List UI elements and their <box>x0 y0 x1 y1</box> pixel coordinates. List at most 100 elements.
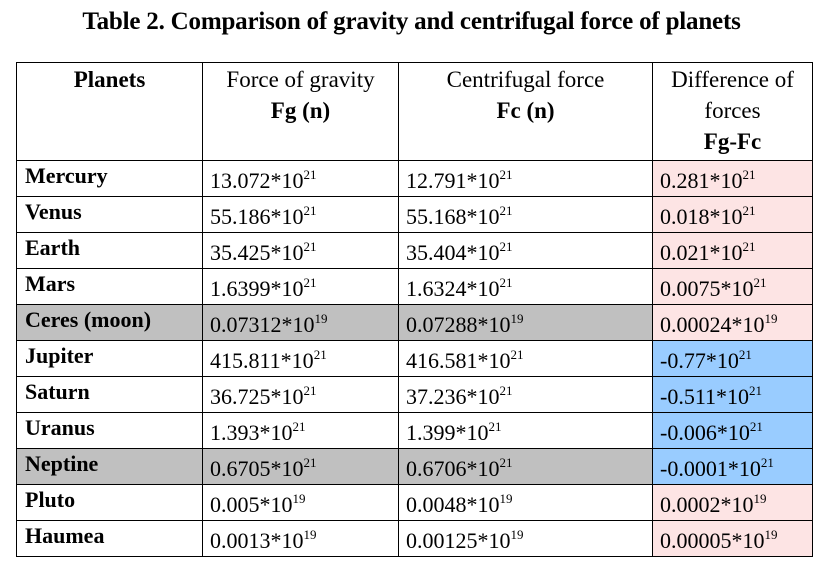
gravity-value: 55.186*10 <box>210 204 304 229</box>
centrifugal-exponent: 21 <box>499 455 513 470</box>
header-difference-line3: Fg-Fc <box>703 129 762 154</box>
centrifugal-value: 35.404*10 <box>406 240 500 265</box>
gravity-exponent: 21 <box>303 275 317 290</box>
difference-value: 0.018*10 <box>660 204 743 229</box>
centrifugal-exponent: 21 <box>499 167 513 182</box>
planet-name-cell: Saturn <box>16 376 203 413</box>
gravity-cell: 36.725*1021 <box>202 376 399 413</box>
gravity-value: 1.6399*10 <box>210 276 304 301</box>
centrifugal-cell: 0.07288*1019 <box>398 304 653 341</box>
gravity-value: 0.005*10 <box>210 492 293 517</box>
difference-value: 0.281*10 <box>660 168 743 193</box>
centrifugal-exponent: 19 <box>499 491 513 506</box>
difference-value: 0.00005*10 <box>660 528 765 553</box>
table-row: Jupiter 415.811*1021 416.581*1021 -0.77*… <box>16 340 813 377</box>
planet-name-cell: Neptine <box>16 448 203 485</box>
difference-exponent: 21 <box>738 347 752 362</box>
difference-cell: 0.00005*1019 <box>652 520 813 557</box>
difference-value: 0.021*10 <box>660 240 743 265</box>
gravity-cell: 13.072*1021 <box>202 160 399 197</box>
centrifugal-value: 37.236*10 <box>406 384 500 409</box>
difference-exponent: 21 <box>749 383 763 398</box>
centrifugal-cell: 1.6324*1021 <box>398 268 653 305</box>
header-difference-line1: Difference of <box>671 67 794 92</box>
centrifugal-value: 0.6706*10 <box>406 456 500 481</box>
difference-cell: -0.0001*1021 <box>652 448 813 485</box>
table-row: Ceres (moon) 0.07312*1019 0.07288*1019 0… <box>16 304 813 341</box>
planet-name-cell: Earth <box>16 232 203 269</box>
centrifugal-cell: 37.236*1021 <box>398 376 653 413</box>
gravity-exponent: 21 <box>313 347 327 362</box>
gravity-exponent: 21 <box>292 419 306 434</box>
header-gravity-line2: Fg (n) <box>270 98 331 123</box>
difference-value: -0.511*10 <box>660 384 750 409</box>
difference-cell: -0.006*1021 <box>652 412 813 449</box>
centrifugal-exponent: 19 <box>510 311 524 326</box>
gravity-value: 13.072*10 <box>210 168 304 193</box>
planet-name-cell: Mars <box>16 268 203 305</box>
planet-name-cell: Jupiter <box>16 340 203 377</box>
table-row: Pluto 0.005*1019 0.0048*1019 0.0002*1019 <box>16 484 813 521</box>
centrifugal-value: 55.168*10 <box>406 204 500 229</box>
gravity-exponent: 19 <box>303 527 317 542</box>
gravity-value: 0.6705*10 <box>210 456 304 481</box>
difference-cell: 0.018*1021 <box>652 196 813 233</box>
gravity-cell: 0.07312*1019 <box>202 304 399 341</box>
centrifugal-cell: 416.581*1021 <box>398 340 653 377</box>
centrifugal-cell: 12.791*1021 <box>398 160 653 197</box>
gravity-value: 0.07312*10 <box>210 312 315 337</box>
header-difference-line2: forces <box>704 98 761 123</box>
gravity-cell: 55.186*1021 <box>202 196 399 233</box>
centrifugal-value: 0.00125*10 <box>406 528 511 553</box>
difference-value: -0.0001*10 <box>660 456 761 481</box>
difference-exponent: 19 <box>764 527 778 542</box>
difference-value: -0.006*10 <box>660 420 750 445</box>
centrifugal-exponent: 21 <box>499 275 513 290</box>
table-row: Uranus 1.393*1021 1.399*1021 -0.006*1021 <box>16 412 813 449</box>
difference-cell: -0.511*1021 <box>652 376 813 413</box>
centrifugal-value: 416.581*10 <box>406 348 511 373</box>
difference-exponent: 21 <box>760 455 774 470</box>
gravity-exponent: 21 <box>303 383 317 398</box>
table-row: Earth 35.425*1021 35.404*1021 0.021*1021 <box>16 232 813 269</box>
centrifugal-cell: 35.404*1021 <box>398 232 653 269</box>
gravity-value: 0.0013*10 <box>210 528 304 553</box>
difference-exponent: 21 <box>742 167 756 182</box>
gravity-value: 1.393*10 <box>210 420 293 445</box>
difference-exponent: 21 <box>749 419 763 434</box>
header-planets: Planets <box>16 62 203 161</box>
table-row: Saturn 36.725*1021 37.236*1021 -0.511*10… <box>16 376 813 413</box>
gravity-value: 35.425*10 <box>210 240 304 265</box>
gravity-value: 415.811*10 <box>210 348 314 373</box>
centrifugal-exponent: 21 <box>499 239 513 254</box>
planet-name-cell: Haumea <box>16 520 203 557</box>
difference-cell: 0.281*1021 <box>652 160 813 197</box>
table-row: Neptine 0.6705*1021 0.6706*1021 -0.0001*… <box>16 448 813 485</box>
gravity-cell: 0.0013*1019 <box>202 520 399 557</box>
difference-value: 0.0002*10 <box>660 492 754 517</box>
centrifugal-value: 1.6324*10 <box>406 276 500 301</box>
planet-name-cell: Mercury <box>16 160 203 197</box>
header-centrifugal-line2: Fc (n) <box>496 98 555 123</box>
centrifugal-value: 0.0048*10 <box>406 492 500 517</box>
difference-cell: -0.77*1021 <box>652 340 813 377</box>
planet-name-cell: Uranus <box>16 412 203 449</box>
difference-cell: 0.0002*1019 <box>652 484 813 521</box>
centrifugal-exponent: 19 <box>510 527 524 542</box>
table-row: Venus 55.186*1021 55.168*1021 0.018*1021 <box>16 196 813 233</box>
difference-exponent: 19 <box>764 311 778 326</box>
gravity-cell: 0.6705*1021 <box>202 448 399 485</box>
centrifugal-value: 12.791*10 <box>406 168 500 193</box>
centrifugal-cell: 55.168*1021 <box>398 196 653 233</box>
centrifugal-cell: 0.0048*1019 <box>398 484 653 521</box>
centrifugal-exponent: 21 <box>499 203 513 218</box>
gravity-cell: 1.393*1021 <box>202 412 399 449</box>
centrifugal-exponent: 21 <box>499 383 513 398</box>
planet-name-cell: Venus <box>16 196 203 233</box>
planet-name-cell: Ceres (moon) <box>16 304 203 341</box>
gravity-cell: 35.425*1021 <box>202 232 399 269</box>
difference-value: 0.0075*10 <box>660 276 754 301</box>
gravity-exponent: 21 <box>303 239 317 254</box>
gravity-exponent: 19 <box>292 491 306 506</box>
gravity-exponent: 21 <box>303 455 317 470</box>
